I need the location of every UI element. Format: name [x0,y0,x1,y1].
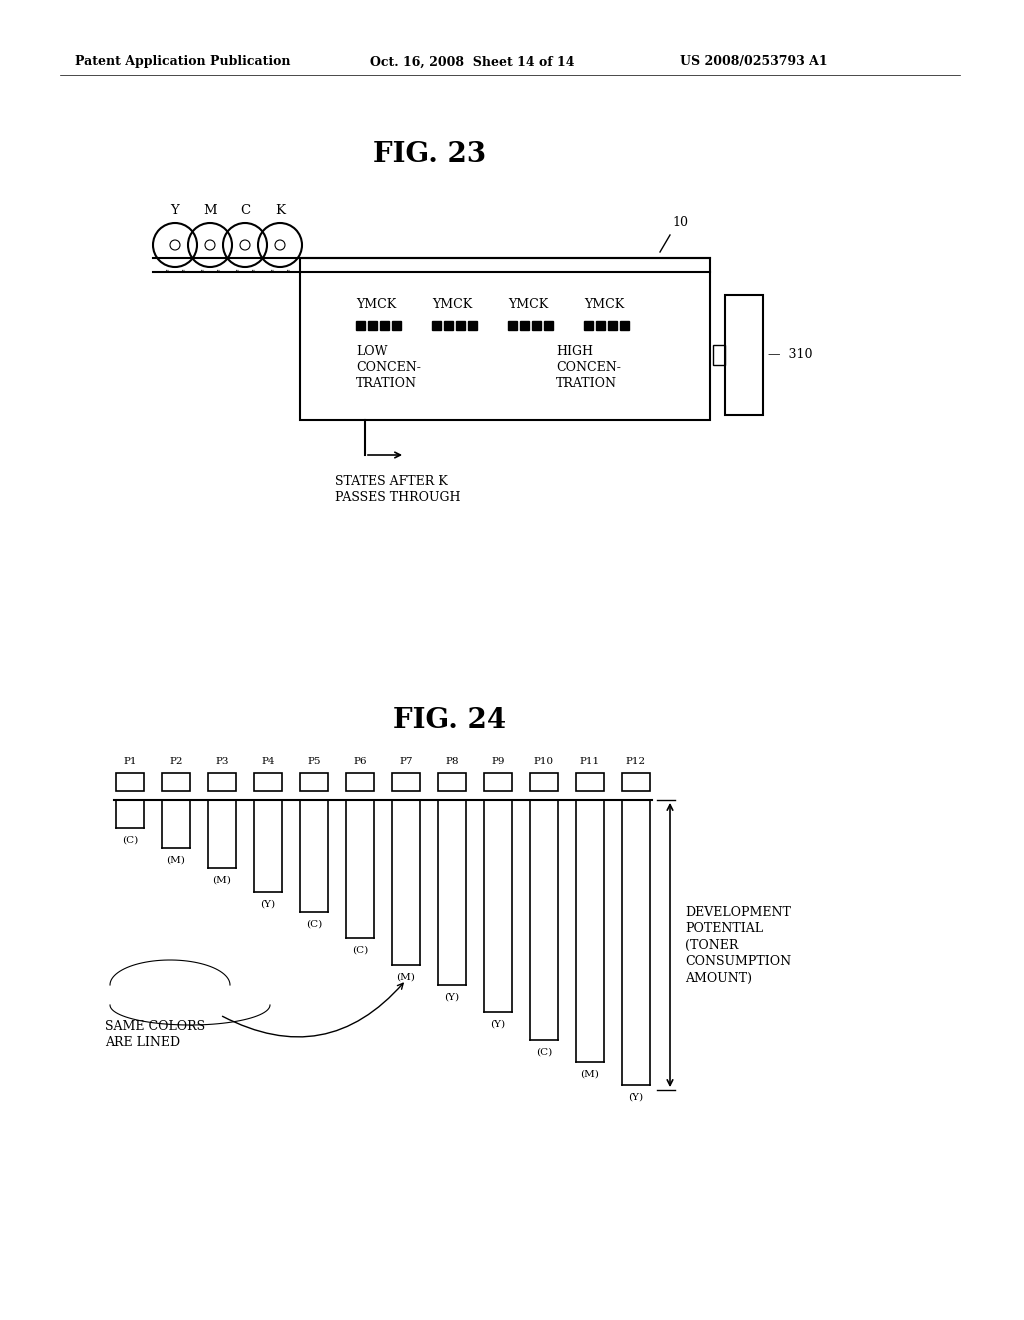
Bar [622,774,650,791]
Text: P4: P4 [261,758,274,767]
Text: ,,: ,, [215,264,220,272]
Text: US 2008/0253793 A1: US 2008/0253793 A1 [680,55,827,69]
Bar [380,321,389,330]
Text: YMCK: YMCK [584,298,625,312]
Text: P8: P8 [445,758,459,767]
Text: K: K [275,203,285,216]
Bar [438,774,466,791]
Bar [584,321,593,330]
Text: (C): (C) [352,946,368,954]
Bar [713,345,725,366]
Text: FIG. 23: FIG. 23 [374,141,486,169]
Text: (Y): (Y) [260,900,275,909]
Bar [300,774,328,791]
Text: P1: P1 [123,758,137,767]
Text: DEVELOPMENT
POTENTIAL
(TONER
CONSUMPTION
AMOUNT): DEVELOPMENT POTENTIAL (TONER CONSUMPTION… [685,906,792,985]
Text: (M): (M) [167,855,185,865]
Text: P5: P5 [307,758,321,767]
Text: HIGH
CONCEN-
TRATION: HIGH CONCEN- TRATION [556,345,621,389]
Text: (M): (M) [213,876,231,884]
Text: P12: P12 [626,758,646,767]
Bar [608,321,617,330]
Text: (Y): (Y) [490,1020,506,1030]
Text: P3: P3 [215,758,228,767]
Bar [575,774,604,791]
Text: (M): (M) [396,973,416,982]
Bar [520,321,529,330]
Bar [530,774,558,791]
Text: ,,: ,, [165,264,170,272]
Bar [392,321,401,330]
Bar [508,321,517,330]
Bar [620,321,629,330]
Text: (C): (C) [536,1048,552,1057]
Text: C: C [240,203,250,216]
Text: LOW
CONCEN-
TRATION: LOW CONCEN- TRATION [356,345,421,389]
Text: STATES AFTER K
PASSES THROUGH: STATES AFTER K PASSES THROUGH [335,475,461,504]
Text: Patent Application Publication: Patent Application Publication [75,55,291,69]
Text: YMCK: YMCK [508,298,548,312]
Text: 10: 10 [672,215,688,228]
Bar [532,321,541,330]
Bar [468,321,477,330]
Text: P2: P2 [169,758,182,767]
Text: M: M [203,203,217,216]
Text: P11: P11 [580,758,600,767]
Text: FIG. 24: FIG. 24 [393,706,507,734]
Bar [346,774,374,791]
Bar [484,774,512,791]
Text: P9: P9 [492,758,505,767]
Text: P6: P6 [353,758,367,767]
Text: ,,: ,, [234,264,240,272]
Text: Y: Y [171,203,179,216]
Bar [116,774,144,791]
Text: SAME COLORS
ARE LINED: SAME COLORS ARE LINED [105,1020,205,1049]
Text: P10: P10 [534,758,554,767]
Bar [368,321,377,330]
Text: Oct. 16, 2008  Sheet 14 of 14: Oct. 16, 2008 Sheet 14 of 14 [370,55,574,69]
Text: (Y): (Y) [629,1093,643,1102]
Bar [162,774,190,791]
Text: P7: P7 [399,758,413,767]
Bar [392,774,420,791]
Bar [456,321,465,330]
Text: —  310: — 310 [768,348,812,362]
Bar [444,321,453,330]
Text: ,,: ,, [251,264,256,272]
Bar [356,321,365,330]
Bar [300,257,710,420]
Text: (C): (C) [306,920,323,929]
Bar [544,321,553,330]
Text: (Y): (Y) [444,993,460,1002]
Text: YMCK: YMCK [356,298,396,312]
Bar [254,774,282,791]
Bar [596,321,605,330]
Text: (M): (M) [581,1071,599,1078]
Bar [725,294,763,414]
Text: ,,: ,, [286,264,291,272]
Text: (C): (C) [122,836,138,845]
Text: YMCK: YMCK [432,298,472,312]
Text: ,,: ,, [269,264,274,272]
Text: ,,: ,, [200,264,205,272]
Bar [432,321,441,330]
Bar [208,774,236,791]
Text: ,,: ,, [180,264,185,272]
